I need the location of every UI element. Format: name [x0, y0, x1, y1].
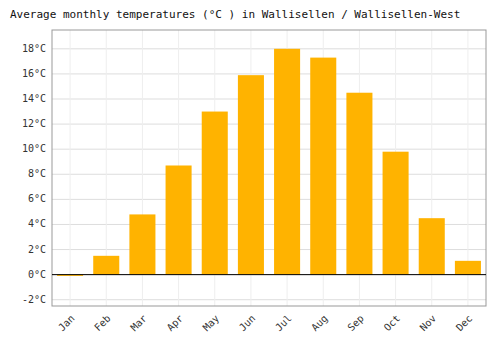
title: Average monthly temperatures (°C ) in Wa…: [10, 8, 460, 21]
x-tick-label: Apr: [165, 313, 186, 334]
y-tick-label: 10°C: [22, 143, 46, 154]
x-tick-label: Feb: [92, 313, 113, 334]
x-tick-label: Oct: [382, 313, 403, 334]
y-grid-line: [52, 299, 486, 300]
bar: [346, 93, 372, 275]
x-grid-line: [70, 30, 71, 306]
x-tick-label: Jul: [273, 313, 294, 334]
x-axis: Jan Feb Mar Apr May Jun Jul Aug Sep Oct Nov Dec: [56, 313, 474, 334]
bar: [274, 49, 300, 275]
y-tick-label: 12°C: [22, 118, 46, 129]
x-tick-label: Dec: [454, 313, 475, 334]
bar: [455, 261, 481, 275]
y-tick-label: -2°C: [22, 294, 46, 305]
y-grid-line: [52, 174, 486, 175]
y-grid-line: [52, 149, 486, 150]
bar: [238, 75, 264, 274]
x-tick-label: May: [201, 313, 222, 334]
bar: [419, 218, 445, 274]
baseline: [52, 274, 486, 275]
y-tick-label: 8°C: [28, 168, 46, 179]
plot-frame: [52, 30, 486, 306]
bar: [93, 256, 119, 275]
bar: [383, 152, 409, 275]
y-tick-label: 4°C: [28, 218, 46, 229]
y-tick-label: 14°C: [22, 93, 46, 104]
bar: [202, 112, 228, 275]
y-axis: -2°C 0°C 2°C 4°C 6°C 8°C 10°C 12°C 14°C 16°C 18°C: [22, 43, 46, 305]
bar: [129, 214, 155, 274]
y-grid-line: [52, 124, 486, 125]
bar: [310, 58, 336, 275]
bar: [166, 165, 192, 274]
y-grid-line: [52, 73, 486, 74]
y-tick-label: 6°C: [28, 193, 46, 204]
x-tick-label: Aug: [309, 313, 330, 334]
y-grid-line: [52, 274, 486, 275]
x-tick-label: Jun: [237, 313, 258, 334]
y-grid-line: [52, 199, 486, 200]
grid: [52, 30, 486, 306]
chart-container: -2°C 0°C 2°C 4°C 6°C 8°C 10°C 12°C 14°C 16°C 18°C J…: [0, 0, 500, 350]
y-grid-line: [52, 48, 486, 49]
x-tick-label: Nov: [418, 313, 439, 334]
y-tick-label: 18°C: [22, 43, 46, 54]
x-tick-label: Jan: [56, 313, 77, 334]
y-tick-label: 2°C: [28, 244, 46, 255]
y-tick-label: 0°C: [28, 269, 46, 280]
chart-svg: -2°C 0°C 2°C 4°C 6°C 8°C 10°C 12°C 14°C 16°C 18°C J…: [0, 0, 500, 350]
y-tick-label: 16°C: [22, 68, 46, 79]
x-tick-label: Mar: [128, 313, 149, 334]
y-grid-line: [52, 99, 486, 100]
bars: [52, 49, 486, 276]
x-tick-label: Sep: [345, 313, 366, 334]
